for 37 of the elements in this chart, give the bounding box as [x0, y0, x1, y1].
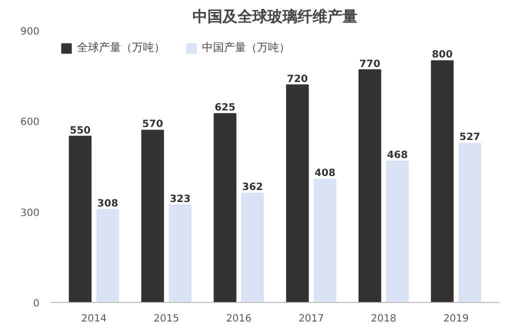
y-tick-label: 300 — [20, 208, 40, 219]
x-tick-label: 2016 — [226, 314, 252, 324]
data-label: 720 — [287, 74, 308, 85]
x-tick-label: 2019 — [443, 314, 469, 324]
bar — [286, 84, 309, 302]
y-tick-label: 0 — [33, 298, 40, 310]
bar — [96, 208, 120, 302]
bar — [168, 204, 192, 302]
data-label: 468 — [386, 150, 408, 162]
x-tick-label: 2014 — [81, 314, 107, 324]
bar — [214, 113, 236, 302]
bar — [458, 142, 482, 302]
bar — [141, 130, 164, 302]
data-label: 323 — [170, 194, 191, 205]
chart-title: 中国及全球玻璃纤维产量 — [192, 8, 358, 26]
data-label: 770 — [359, 58, 380, 70]
data-label: 800 — [432, 50, 453, 61]
y-tick-label: 900 — [20, 26, 40, 38]
data-label: 308 — [97, 198, 118, 210]
bar — [358, 69, 382, 302]
bar — [241, 192, 264, 302]
x-tick-label: 2015 — [154, 314, 180, 324]
data-label: 625 — [214, 102, 236, 114]
data-label: 570 — [142, 119, 164, 130]
x-tick-label: 2017 — [298, 314, 324, 324]
y-tick-label: 600 — [20, 117, 40, 128]
bar — [386, 160, 409, 302]
data-label: 527 — [459, 132, 480, 144]
data-label: 362 — [242, 182, 264, 194]
bar — [430, 60, 454, 302]
bar — [68, 136, 92, 302]
data-label: 550 — [70, 125, 91, 136]
legend-label: 中国产量（万吨） — [202, 40, 290, 55]
legend-label: 全球产量（万吨） — [77, 40, 165, 55]
x-tick-label: 2018 — [370, 314, 396, 324]
bar — [314, 178, 336, 302]
data-label: 408 — [314, 168, 336, 180]
